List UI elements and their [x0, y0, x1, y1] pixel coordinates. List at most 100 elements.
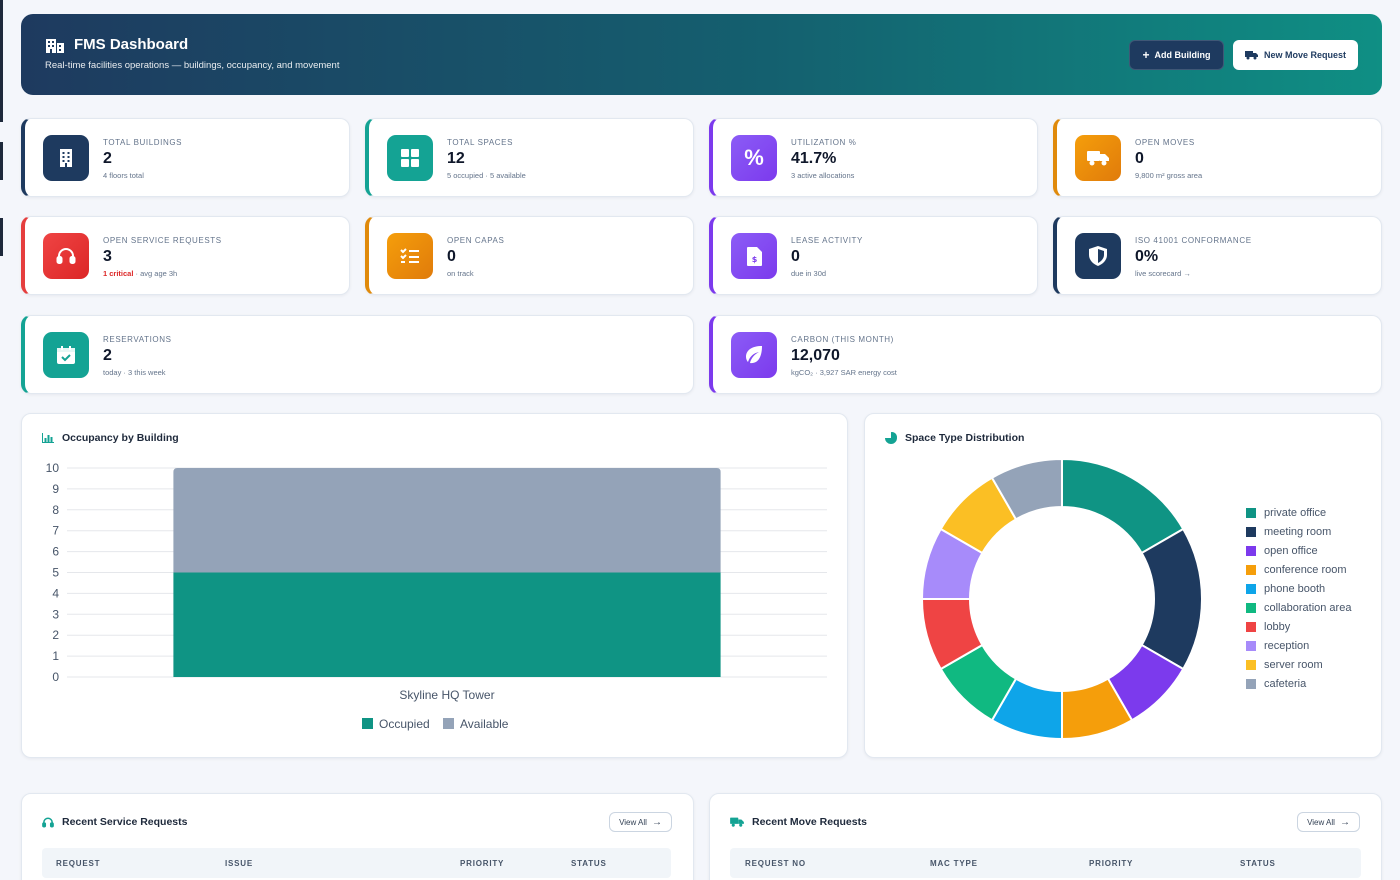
- kpi-iso-conformance[interactable]: ISO 41001 CONFORMANCE 0% live scorecard …: [1053, 216, 1382, 295]
- kpi-label: CARBON (THIS MONTH): [791, 335, 894, 344]
- leaf-icon: [746, 346, 762, 364]
- legend-swatch: [1246, 507, 1256, 518]
- kpi-label: TOTAL SPACES: [447, 138, 514, 147]
- bar-available[interactable]: [173, 468, 721, 573]
- kpi-subtext: 3 active allocations: [791, 171, 855, 180]
- kpi-icon-box: [43, 332, 89, 378]
- arrow-right-icon: →: [651, 816, 662, 828]
- kpi-icon-box: [387, 135, 433, 181]
- legend-item-phone-booth[interactable]: phone booth: [1246, 579, 1351, 598]
- arrow-right-icon: →: [1339, 816, 1350, 828]
- y-tick-label: 5: [52, 566, 59, 580]
- percent-icon: %: [744, 145, 764, 170]
- legend-swatch: [1246, 640, 1256, 651]
- kpi-icon-box: [1075, 233, 1121, 279]
- col-mac-type: MAC TYPE: [930, 859, 978, 868]
- add-building-button[interactable]: + Add Building: [1129, 40, 1224, 70]
- legend-label: open office: [1264, 544, 1318, 557]
- move-panel-title: Recent Move Requests: [730, 816, 867, 828]
- kpi-subtext: today · 3 this week: [103, 368, 166, 377]
- scorecard-link[interactable]: live scorecard →: [1135, 269, 1191, 278]
- legend-label: Available: [460, 717, 509, 731]
- service-title-text: Recent Service Requests: [62, 816, 188, 828]
- legend-item-collaboration-area[interactable]: collaboration area: [1246, 598, 1351, 617]
- legend-swatch: [1246, 678, 1256, 689]
- calendar-check-icon: [57, 346, 75, 364]
- invoice-icon: $: [746, 246, 762, 266]
- donut-slice-meeting-room[interactable]: [1140, 527, 1203, 671]
- y-tick-label: 7: [52, 524, 59, 538]
- service-table-header: REQUEST ISSUE PRIORITY STATUS: [42, 848, 671, 878]
- kpi-value: 12: [447, 150, 465, 167]
- donut-slice-cafeteria[interactable]: [990, 457, 1063, 521]
- service-view-all-button[interactable]: View All →: [609, 812, 672, 832]
- legend-item-conference-room[interactable]: conference room: [1246, 560, 1351, 579]
- view-all-label: View All: [1307, 817, 1335, 827]
- kpi-open-service-requests[interactable]: OPEN SERVICE REQUESTS 3 1 critical · avg…: [21, 216, 350, 295]
- col-request: REQUEST: [56, 859, 101, 868]
- checklist-icon: [400, 248, 419, 263]
- plus-icon: +: [1142, 48, 1150, 62]
- kpi-lease-activity[interactable]: $ LEASE ACTIVITY 0 due in 30d: [709, 216, 1038, 295]
- service-panel-title: Recent Service Requests: [42, 816, 187, 828]
- y-tick-label: 10: [46, 461, 60, 475]
- kpi-total-buildings[interactable]: TOTAL BUILDINGS 2 4 floors total: [21, 118, 350, 197]
- kpi-carbon[interactable]: CARBON (THIS MONTH) 12,070 kgCO₂ · 3,927…: [709, 315, 1382, 394]
- kpi-icon-box: [1075, 135, 1121, 181]
- legend-label: private office: [1264, 506, 1327, 519]
- kpi-value: 0%: [1135, 248, 1159, 265]
- truck-icon: [730, 817, 744, 827]
- kpi-value: 0: [447, 248, 456, 265]
- legend-label: phone booth: [1264, 582, 1326, 595]
- kpi-label: RESERVATIONS: [103, 335, 172, 344]
- occupancy-title-text: Occupancy by Building: [62, 432, 179, 444]
- legend-swatch: [1246, 621, 1256, 632]
- kpi-reservations[interactable]: RESERVATIONS 2 today · 3 this week: [21, 315, 694, 394]
- legend-item-cafeteria[interactable]: cafeteria: [1246, 674, 1351, 693]
- kpi-open-capas[interactable]: OPEN CAPAS 0 on track: [365, 216, 694, 295]
- headset-icon: [42, 817, 54, 827]
- kpi-total-spaces[interactable]: TOTAL SPACES 12 5 occupied · 5 available: [365, 118, 694, 197]
- legend-item-server-room[interactable]: server room: [1246, 655, 1351, 674]
- avg-age: · avg age 3h: [133, 269, 178, 278]
- legend-label: meeting room: [1264, 525, 1332, 538]
- move-view-all-button[interactable]: View All →: [1297, 812, 1360, 832]
- bar-occupied[interactable]: [173, 572, 721, 678]
- y-tick-label: 1: [52, 649, 59, 663]
- kpi-subtext: on track: [447, 269, 474, 278]
- kpi-open-moves[interactable]: OPEN MOVES 0 9,800 m² gross area: [1053, 118, 1382, 197]
- occupancy-bar-chart: 0 1 2 3 4 5 6 7 8 9 10 Skyline HQ Tower Occupied Avai…: [46, 461, 827, 731]
- legend-item-reception[interactable]: reception: [1246, 636, 1351, 655]
- space-type-panel: Space Type Distribution private office me…: [864, 413, 1382, 758]
- truck-icon: [1244, 51, 1258, 60]
- kpi-icon-box: [43, 135, 89, 181]
- page-subtitle: Real-time facilities operations — buildi…: [45, 60, 340, 71]
- legend-label: cafeteria: [1264, 677, 1307, 690]
- move-table-header: REQUEST NO MAC TYPE PRIORITY STATUS: [730, 848, 1361, 878]
- recent-move-requests-panel: Recent Move Requests View All → REQUEST …: [709, 793, 1382, 880]
- new-move-request-button[interactable]: New Move Request: [1233, 40, 1358, 70]
- legend-item-private-office[interactable]: private office: [1246, 503, 1351, 522]
- kpi-utilization[interactable]: % UTILIZATION % 41.7% 3 active allocatio…: [709, 118, 1038, 197]
- shield-icon: [1089, 246, 1107, 266]
- left-edge-marks: [0, 0, 3, 880]
- legend-item-available[interactable]: Available: [443, 717, 509, 731]
- y-tick-label: 9: [52, 482, 59, 496]
- critical-count: 1 critical: [103, 269, 134, 278]
- legend-swatch: [1246, 564, 1256, 575]
- kpi-label: UTILIZATION %: [791, 138, 857, 147]
- legend-label: reception: [1264, 639, 1310, 652]
- legend-item-lobby[interactable]: lobby: [1246, 617, 1351, 636]
- kpi-value: 41.7%: [791, 150, 837, 167]
- col-priority: PRIORITY: [460, 859, 505, 868]
- col-request-no: REQUEST NO: [745, 859, 806, 868]
- legend-item-occupied[interactable]: Occupied: [362, 717, 430, 731]
- legend-swatch: [443, 718, 454, 729]
- legend-item-meeting-room[interactable]: meeting room: [1246, 522, 1351, 541]
- col-status: STATUS: [571, 859, 607, 868]
- kpi-value: 0: [1135, 150, 1144, 167]
- kpi-subtext: kgCO₂ · 3,927 SAR energy cost: [791, 368, 897, 377]
- y-tick-label: 2: [52, 628, 59, 642]
- headset-icon: [56, 248, 76, 264]
- legend-item-open-office[interactable]: open office: [1246, 541, 1351, 560]
